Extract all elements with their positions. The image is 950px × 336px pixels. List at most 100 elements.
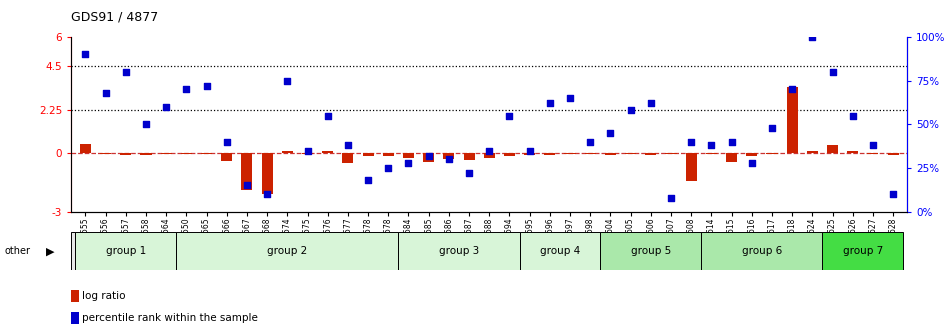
Bar xyxy=(827,145,838,154)
Bar xyxy=(544,154,556,155)
Bar xyxy=(726,154,737,162)
Point xyxy=(765,125,780,130)
Bar xyxy=(121,154,131,155)
Bar xyxy=(177,232,398,270)
Point xyxy=(259,192,275,197)
Bar xyxy=(403,154,414,158)
Bar xyxy=(141,154,151,155)
Point xyxy=(421,153,436,159)
Bar xyxy=(484,154,495,158)
Bar xyxy=(100,154,111,155)
Bar xyxy=(706,154,717,155)
Bar xyxy=(71,232,75,270)
Bar xyxy=(241,154,253,190)
Text: group 3: group 3 xyxy=(439,246,479,256)
Point xyxy=(724,139,739,144)
Point xyxy=(865,142,881,148)
Text: group 4: group 4 xyxy=(540,246,580,256)
Point xyxy=(139,122,154,127)
Bar xyxy=(520,232,600,270)
Bar xyxy=(625,154,636,155)
Bar xyxy=(645,154,656,155)
Point xyxy=(320,113,335,118)
Bar xyxy=(564,154,576,155)
Point xyxy=(300,148,315,153)
Bar xyxy=(686,154,696,181)
Bar xyxy=(221,154,233,161)
Point xyxy=(462,171,477,176)
Text: group 5: group 5 xyxy=(631,246,671,256)
Point xyxy=(401,160,416,165)
Point xyxy=(825,69,840,75)
Point xyxy=(846,113,861,118)
Bar xyxy=(261,154,273,194)
Point xyxy=(744,160,759,165)
Point xyxy=(785,87,800,92)
Text: GDS91 / 4877: GDS91 / 4877 xyxy=(71,10,159,23)
Bar xyxy=(444,154,454,159)
Bar xyxy=(887,154,899,155)
Point xyxy=(603,130,618,136)
Point xyxy=(805,34,820,40)
Bar xyxy=(75,232,177,270)
Bar xyxy=(665,154,676,155)
Bar xyxy=(807,152,818,154)
Point xyxy=(279,78,294,83)
Bar xyxy=(342,154,353,163)
Point xyxy=(623,108,638,113)
Point xyxy=(199,83,214,89)
Bar xyxy=(282,152,293,154)
Bar xyxy=(504,154,515,156)
Point xyxy=(78,52,93,57)
Point xyxy=(704,142,719,148)
Point xyxy=(118,69,133,75)
Bar xyxy=(524,154,535,155)
Point xyxy=(360,177,375,183)
Bar xyxy=(71,312,79,324)
Bar xyxy=(161,154,172,155)
Point xyxy=(381,165,396,171)
Bar xyxy=(302,154,314,155)
Bar xyxy=(701,232,823,270)
Point xyxy=(98,90,113,95)
Point xyxy=(562,95,578,101)
Bar xyxy=(180,154,192,155)
Bar xyxy=(605,154,616,155)
Text: other: other xyxy=(5,246,30,256)
Point xyxy=(643,101,658,106)
Text: group 7: group 7 xyxy=(843,246,883,256)
Bar xyxy=(322,152,333,154)
Text: group 1: group 1 xyxy=(105,246,146,256)
Bar xyxy=(80,144,91,154)
Bar xyxy=(847,152,858,154)
Bar xyxy=(201,154,212,155)
Bar xyxy=(383,154,394,156)
Point xyxy=(179,87,194,92)
Bar xyxy=(423,154,434,162)
Point xyxy=(239,183,255,188)
Text: log ratio: log ratio xyxy=(82,291,125,301)
Point xyxy=(219,139,235,144)
Point xyxy=(542,101,558,106)
Bar xyxy=(600,232,701,270)
Text: percentile rank within the sample: percentile rank within the sample xyxy=(82,313,257,323)
Point xyxy=(502,113,517,118)
Bar xyxy=(867,154,879,155)
Point xyxy=(159,104,174,110)
Point xyxy=(340,142,355,148)
Point xyxy=(582,139,598,144)
Bar xyxy=(787,87,798,154)
Bar xyxy=(767,154,777,155)
Bar xyxy=(584,154,596,155)
Text: group 2: group 2 xyxy=(267,246,308,256)
Bar xyxy=(398,232,520,270)
Bar xyxy=(746,154,757,156)
Point xyxy=(441,157,456,162)
Bar xyxy=(363,154,373,156)
Bar xyxy=(71,290,79,302)
Point xyxy=(663,195,678,200)
Bar xyxy=(464,154,475,160)
Point xyxy=(482,148,497,153)
Point xyxy=(522,148,538,153)
Point xyxy=(885,192,901,197)
